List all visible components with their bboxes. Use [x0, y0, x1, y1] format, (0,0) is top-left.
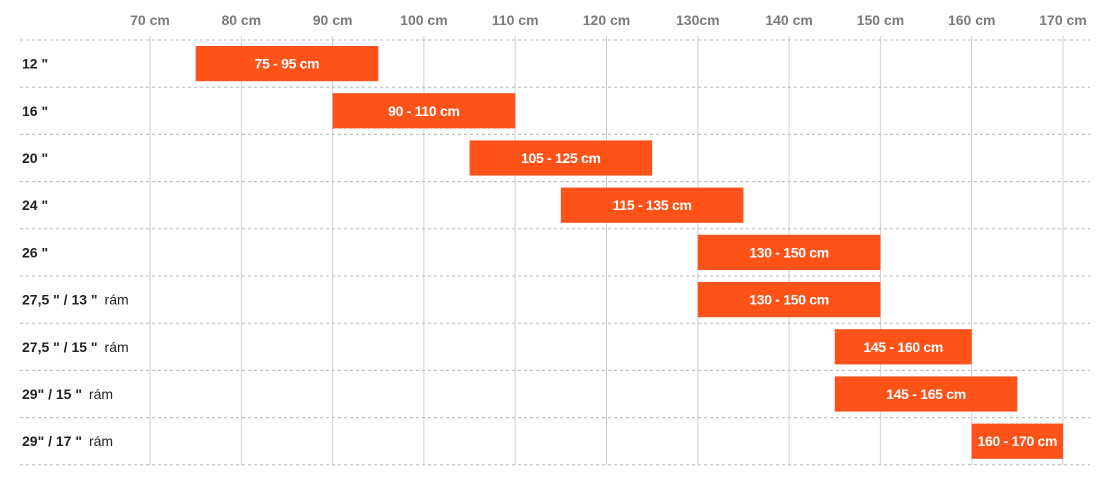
row-label: 27,5 " / 13 " rám: [22, 292, 129, 308]
x-tick-label: 100 cm: [400, 12, 447, 28]
row-label-size: 20 ": [22, 150, 48, 166]
row-label: 29" / 17 " rám: [22, 433, 113, 449]
x-tick-label: 170 cm: [1039, 12, 1086, 28]
range-bar: [195, 46, 379, 82]
bar-label: 105 - 125 cm: [521, 150, 601, 166]
x-tick-label: 140 cm: [765, 12, 812, 28]
row-label-size: 27,5 " / 13 ": [22, 292, 98, 308]
row-label-size: 29" / 17 ": [22, 433, 82, 449]
row-label: 12 ": [22, 56, 48, 72]
range-bar: [834, 376, 1018, 412]
range-bar: [469, 140, 653, 176]
x-tick-label: 110 cm: [492, 12, 539, 28]
row-label-size: 27,5 " / 15 ": [22, 339, 98, 355]
row-label-suffix: rám: [105, 292, 129, 308]
bars: 75 - 95 cm 90 - 110 cm 105 - 125 cm 115 - 1…: [195, 46, 1063, 459]
row-label-suffix: rám: [89, 386, 113, 402]
x-axis-ticks: 70 cm 80 cm 90 cm 100 cm 110 cm 120 cm 130cm 14…: [130, 12, 1087, 28]
bar-label: 90 - 110 cm: [388, 103, 459, 119]
row-label: 24 ": [22, 197, 48, 213]
row-label-suffix: rám: [89, 433, 113, 449]
x-tick-label: 80 cm: [221, 12, 261, 28]
range-bar: [697, 234, 881, 270]
bar-label: 145 - 160 cm: [863, 339, 943, 355]
row-label: 29" / 15 " rám: [22, 386, 113, 402]
row-label-size: 16 ": [22, 103, 48, 119]
row-label: 20 ": [22, 150, 48, 166]
row-label-size: 24 ": [22, 197, 48, 213]
row-label: 27,5 " / 15 " rám: [22, 339, 129, 355]
grid: [20, 36, 1090, 466]
bar-label: 130 - 150 cm: [749, 244, 829, 260]
x-tick-label: 130cm: [676, 12, 720, 28]
bar-label: 115 - 135 cm: [613, 197, 692, 213]
x-tick-label: 120 cm: [583, 12, 630, 28]
bar-label: 145 - 165 cm: [886, 386, 966, 402]
row-label-size: 26 ": [22, 244, 48, 260]
bar-label: 160 - 170 cm: [978, 433, 1058, 449]
range-bar: [332, 93, 516, 129]
range-bar: [834, 329, 972, 365]
row-label-size: 12 ": [22, 56, 48, 72]
row-labels: 12 "16 "20 "24 "26 "27,5 " / 13 " rám27,5…: [22, 56, 129, 450]
row-label: 16 ": [22, 103, 48, 119]
row-label: 26 ": [22, 244, 48, 260]
range-bar: [697, 282, 881, 318]
x-tick-label: 150 cm: [857, 12, 904, 28]
x-tick-label: 90 cm: [313, 12, 353, 28]
row-label-size: 29" / 15 ": [22, 386, 82, 402]
range-bar: [971, 423, 1063, 459]
x-tick-label: 160 cm: [948, 12, 995, 28]
row-label-suffix: rám: [105, 339, 129, 355]
bar-label: 130 - 150 cm: [749, 292, 829, 308]
bar-label: 75 - 95 cm: [255, 56, 320, 72]
range-bar: [560, 187, 744, 223]
x-tick-label: 70 cm: [130, 12, 170, 28]
